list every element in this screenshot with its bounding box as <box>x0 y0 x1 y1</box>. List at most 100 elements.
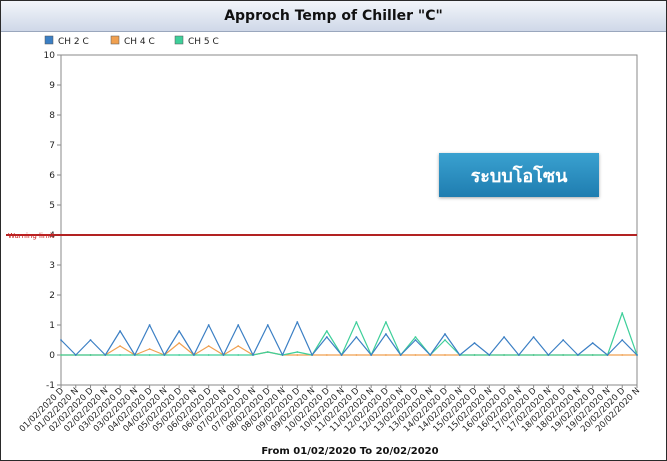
x-axis-label: From 01/02/2020 To 20/02/2020 <box>261 446 438 457</box>
y-tick-label: 8 <box>49 111 55 121</box>
legend-label-2: CH 5 C <box>188 37 219 47</box>
data-point <box>503 354 505 356</box>
plot-area <box>60 54 638 386</box>
y-tick-label: -1 <box>46 381 55 391</box>
data-point <box>591 342 594 344</box>
data-point <box>636 354 638 356</box>
data-point <box>74 354 77 356</box>
data-point <box>473 342 476 344</box>
series-2 <box>60 312 638 356</box>
data-point <box>355 321 358 323</box>
chart-title: Approch Temp of Chiller "C" <box>224 8 443 24</box>
data-point <box>444 354 446 356</box>
data-point <box>355 354 358 356</box>
data-point <box>178 330 181 332</box>
data-point <box>577 354 579 356</box>
data-point <box>370 354 373 356</box>
legend-label-0: CH 2 C <box>58 37 89 47</box>
data-point <box>325 354 328 356</box>
data-point <box>207 324 210 326</box>
data-point <box>532 354 535 356</box>
legend: CH 2 C CH 4 C CH 5 C <box>44 35 219 47</box>
data-point <box>385 354 387 356</box>
series-group <box>60 312 638 356</box>
data-point <box>562 354 565 356</box>
data-point <box>296 354 299 356</box>
data-point <box>193 354 195 356</box>
data-point <box>621 339 624 341</box>
chart-title-bar: Approch Temp of Chiller "C" <box>1 1 666 32</box>
data-point <box>532 336 535 338</box>
data-point <box>296 321 299 323</box>
y-tick-label: 0 <box>49 351 55 361</box>
data-point <box>621 312 624 314</box>
data-point <box>414 354 417 356</box>
ozone-system-button[interactable]: ระบบโอโซน <box>439 153 599 197</box>
data-point <box>311 354 313 356</box>
data-point <box>89 354 92 356</box>
data-point <box>252 354 254 356</box>
y-tick-label: 5 <box>49 201 55 211</box>
data-point <box>237 324 240 326</box>
data-point <box>517 354 520 356</box>
legend-swatch-1 <box>110 35 120 45</box>
data-point <box>385 321 387 323</box>
data-point <box>119 345 121 347</box>
y-tick-label: 7 <box>49 141 55 151</box>
data-point <box>178 354 181 356</box>
data-point <box>414 336 417 338</box>
y-axis: -1012345678910 <box>44 51 61 391</box>
data-point <box>340 354 343 356</box>
data-point <box>163 354 166 356</box>
y-tick-label: 6 <box>49 171 55 181</box>
series-1 <box>60 342 638 356</box>
y-tick-label: 3 <box>49 261 55 271</box>
data-point <box>444 339 446 341</box>
warning-limit: Warning limit <box>6 232 637 240</box>
data-point <box>296 351 299 353</box>
y-tick-label: 1 <box>49 321 55 331</box>
data-point <box>414 339 417 341</box>
data-point <box>266 351 269 353</box>
data-point <box>119 354 121 356</box>
data-point <box>60 339 62 341</box>
data-point <box>237 354 240 356</box>
legend-label-1: CH 4 C <box>124 37 155 47</box>
x-axis: 01/02/2020 D01/02/2020 N02/02/2020 D02/0… <box>18 385 642 434</box>
data-point <box>178 342 181 344</box>
data-point <box>488 354 491 356</box>
data-point <box>591 354 594 356</box>
series-line-0 <box>60 321 638 356</box>
legend-swatch-0 <box>44 35 54 45</box>
legend-swatch-2 <box>174 35 184 45</box>
data-point <box>385 333 387 335</box>
data-point <box>325 330 328 332</box>
data-point <box>281 354 284 356</box>
data-point <box>133 354 136 356</box>
series-0 <box>60 321 638 356</box>
y-tick-label: 9 <box>49 81 55 91</box>
data-point <box>444 333 446 335</box>
data-point <box>621 354 624 356</box>
data-point <box>562 339 565 341</box>
data-point <box>547 354 550 356</box>
warning-limit-label: Warning limit <box>8 232 55 240</box>
data-point <box>207 345 210 347</box>
data-point <box>606 354 609 356</box>
series-line-2 <box>61 312 638 356</box>
data-point <box>325 336 328 338</box>
data-point <box>148 354 151 356</box>
data-point <box>104 354 107 356</box>
data-point <box>429 354 432 356</box>
y-tick-label: 10 <box>44 51 56 61</box>
data-point <box>207 354 210 356</box>
data-point <box>89 339 92 341</box>
data-point <box>503 336 505 338</box>
data-point <box>222 354 225 356</box>
data-point <box>473 354 476 356</box>
data-point <box>148 324 151 326</box>
data-point <box>60 354 62 356</box>
data-point <box>119 330 121 332</box>
